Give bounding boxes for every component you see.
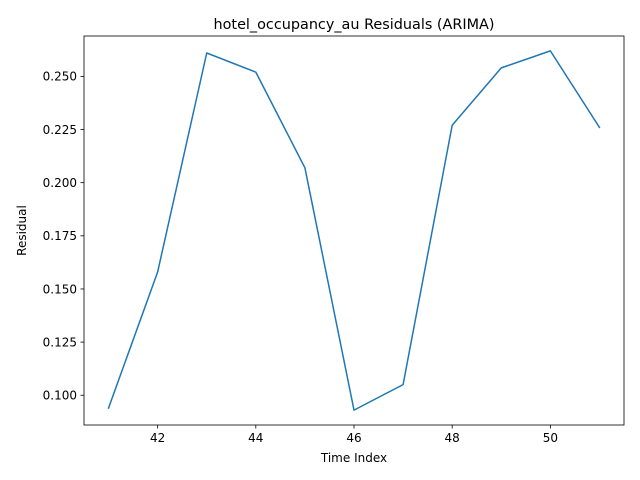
chart-title: hotel_occupancy_au Residuals (ARIMA)	[214, 17, 495, 33]
y-tick-label: 0.150	[43, 282, 77, 296]
plot-area	[107, 50, 601, 411]
x-tick-label: 42	[150, 431, 165, 445]
y-tick-label: 0.225	[43, 123, 77, 137]
y-tick-label: 0.125	[43, 335, 77, 349]
y-tick-label: 0.100	[43, 389, 77, 403]
x-tick-label: 44	[248, 431, 263, 445]
y-tick-label: 0.200	[43, 176, 77, 190]
x-tick-label: 46	[346, 431, 361, 445]
x-tick-label: 48	[445, 431, 460, 445]
y-axis-ticks: 0.100 0.125 0.150 0.175 0.200 0.225 0.250	[43, 70, 84, 403]
y-tick-label: 0.175	[43, 229, 77, 243]
y-axis-label: Residual	[15, 205, 29, 256]
x-tick-label: 50	[543, 431, 558, 445]
x-axis-ticks: 42 44 46 48 50	[150, 425, 558, 445]
series-line-0	[107, 50, 601, 411]
y-tick-label: 0.250	[43, 70, 77, 84]
x-axis-label: Time Index	[320, 451, 387, 465]
